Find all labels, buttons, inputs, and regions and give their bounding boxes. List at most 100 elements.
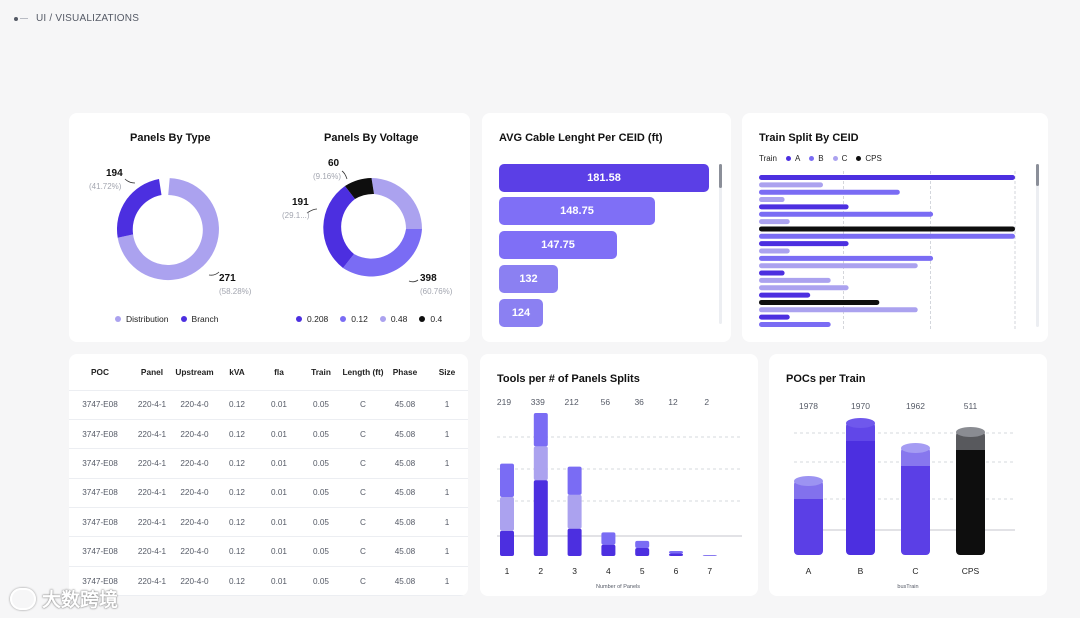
table-row[interactable]: 3747-E08 220-4-1 220-4-0 0.12 0.01 0.05 C 45.08… [69, 507, 468, 538]
breadcrumb[interactable]: UI / VISUALIZATIONS [14, 13, 139, 24]
train-split-bar[interactable] [759, 204, 849, 210]
tools-bar-segment[interactable] [567, 466, 582, 495]
column-header-panel[interactable]: Panel [131, 354, 173, 391]
table-cell: 1 [426, 390, 468, 420]
pocs-bar[interactable] [956, 432, 985, 555]
train-split-bar[interactable] [759, 314, 790, 320]
train-split-bar[interactable] [759, 219, 790, 225]
table-row[interactable]: 3747-E08 220-4-1 220-4-0 0.12 0.01 0.05 C 45.08… [69, 448, 468, 479]
table-row[interactable]: 3747-E08 220-4-1 220-4-0 0.12 0.01 0.05 C 45.08… [69, 566, 468, 596]
tools-bar-segment[interactable] [567, 494, 582, 529]
cable-scrollbar[interactable] [719, 164, 722, 324]
train-split-bar[interactable] [759, 299, 880, 305]
tools-bar-segment[interactable] [500, 496, 514, 531]
train-split-bar[interactable] [759, 285, 849, 291]
cable-scrollbar-thumb[interactable] [719, 164, 722, 188]
table-cell: 1 [426, 536, 468, 567]
cable-bar[interactable]: 181.58 [499, 164, 709, 192]
column-header-size[interactable]: Size [426, 354, 468, 391]
train-split-bar[interactable] [759, 175, 1015, 180]
legend-item-0-12[interactable]: 0.12 [340, 314, 368, 324]
cable-bar[interactable]: 124 [499, 299, 543, 327]
train-legend-item-b[interactable]: B [809, 154, 824, 163]
train-split-bar[interactable] [759, 182, 823, 188]
table-cell: 45.08 [384, 390, 426, 420]
type-slice-branch[interactable] [116, 179, 162, 238]
table-cell: 220-4-0 [173, 419, 216, 450]
type-slice-distribution[interactable] [117, 178, 219, 281]
column-header-upstream[interactable]: Upstream [173, 354, 216, 391]
table-cell: 0.12 [216, 507, 258, 538]
legend-item-branch[interactable]: Branch [180, 314, 218, 324]
table-cell: 0.01 [258, 566, 300, 596]
tools-bar-segment[interactable] [669, 550, 683, 554]
train-split-bar[interactable] [759, 292, 811, 298]
table-row[interactable]: 3747-E08 220-4-1 220-4-0 0.12 0.01 0.05 C 45.08… [69, 478, 468, 509]
table-cell: C [342, 419, 384, 450]
tools-bar-segment[interactable] [601, 544, 616, 556]
train-split-bar[interactable] [759, 255, 934, 261]
train-split-bar[interactable] [759, 270, 785, 276]
train-split-bar[interactable] [759, 322, 831, 327]
legend-item-0-4[interactable]: 0.4 [419, 314, 442, 324]
train-split-bar[interactable] [759, 241, 849, 247]
table-cell: 3747-E08 [69, 507, 131, 538]
train-split-bar[interactable] [759, 233, 1015, 239]
tools-total-label: 2 [704, 397, 709, 407]
tools-bar-segment[interactable] [533, 446, 548, 481]
tools-total-label: 219 [497, 397, 511, 407]
column-header-poc[interactable]: POC [69, 354, 131, 391]
pocs-bar[interactable] [846, 423, 875, 555]
legend-label: Distribution [126, 314, 169, 324]
train-legend-item-cps[interactable]: CPS [856, 154, 882, 163]
train-split-bar[interactable] [759, 189, 900, 195]
tools-bar-segment[interactable] [500, 463, 514, 497]
train-split-bar[interactable] [759, 197, 785, 203]
table-cell: 220-4-0 [173, 566, 216, 596]
tools-bar-segment[interactable] [601, 532, 616, 545]
tools-bar-segment[interactable] [533, 480, 548, 556]
column-header-kva[interactable]: kVA [216, 354, 258, 391]
tools-bar-segment[interactable] [500, 530, 514, 556]
train-split-bar[interactable] [759, 307, 918, 313]
column-header-phase[interactable]: Phase [384, 354, 426, 391]
voltage-slice-0-12-b[interactable] [343, 229, 422, 277]
voltage-slice-0-12[interactable] [371, 178, 423, 229]
legend-item-0-48[interactable]: 0.48 [379, 314, 407, 324]
column-header-train[interactable]: Train [300, 354, 342, 391]
table-row[interactable]: 3747-E08 220-4-1 220-4-0 0.12 0.01 0.05 C 45.08… [69, 390, 468, 420]
table-cell: 0.05 [300, 419, 342, 450]
train-split-bar[interactable] [759, 248, 790, 254]
breadcrumb-label: UI / VISUALIZATIONS [36, 13, 140, 24]
cable-bar[interactable]: 132 [499, 265, 558, 293]
pocs-bar[interactable] [901, 448, 930, 555]
cable-bar[interactable]: 148.75 [499, 197, 655, 225]
tools-per-panels-card: Tools per # of Panels Splits 219 1 339 2 212… [480, 354, 758, 596]
train-legend-item-a[interactable]: A [785, 154, 800, 163]
tools-bar-segment[interactable] [533, 413, 548, 447]
pocs-bar[interactable] [794, 481, 823, 555]
table-row[interactable]: 3747-E08 220-4-1 220-4-0 0.12 0.01 0.05 C 45.08… [69, 536, 468, 567]
tools-bar-segment[interactable] [669, 553, 683, 556]
table-cell: 0.05 [300, 536, 342, 567]
train-split-bar[interactable] [759, 263, 918, 269]
train-legend-item-c[interactable]: C [832, 154, 847, 163]
column-header-fla[interactable]: fla [258, 354, 300, 391]
tools-bar-segment[interactable] [635, 547, 650, 556]
train-scrollbar-thumb[interactable] [1036, 164, 1039, 186]
legend-item-distribution[interactable]: Distribution [115, 314, 169, 324]
tools-bar-segment[interactable] [567, 528, 582, 556]
legend-item-0-208[interactable]: 0.208 [296, 314, 328, 324]
tools-bar-segment[interactable] [635, 540, 650, 548]
voltage-slice-0-208[interactable] [323, 186, 355, 268]
table-row[interactable]: 3747-E08 220-4-1 220-4-0 0.12 0.01 0.05 C 45.08… [69, 419, 468, 450]
train-split-bar[interactable] [759, 226, 1015, 232]
cable-bar[interactable]: 147.75 [499, 231, 617, 259]
train-scrollbar[interactable] [1036, 164, 1039, 327]
train-split-bar[interactable] [759, 277, 831, 283]
tools-category-label: 5 [640, 566, 645, 576]
train-split-bar[interactable] [759, 211, 934, 217]
table-cell: 0.12 [216, 566, 258, 596]
column-header-length[interactable]: Length (ft) [342, 354, 384, 391]
voltage-slice-0-4[interactable] [345, 178, 374, 199]
